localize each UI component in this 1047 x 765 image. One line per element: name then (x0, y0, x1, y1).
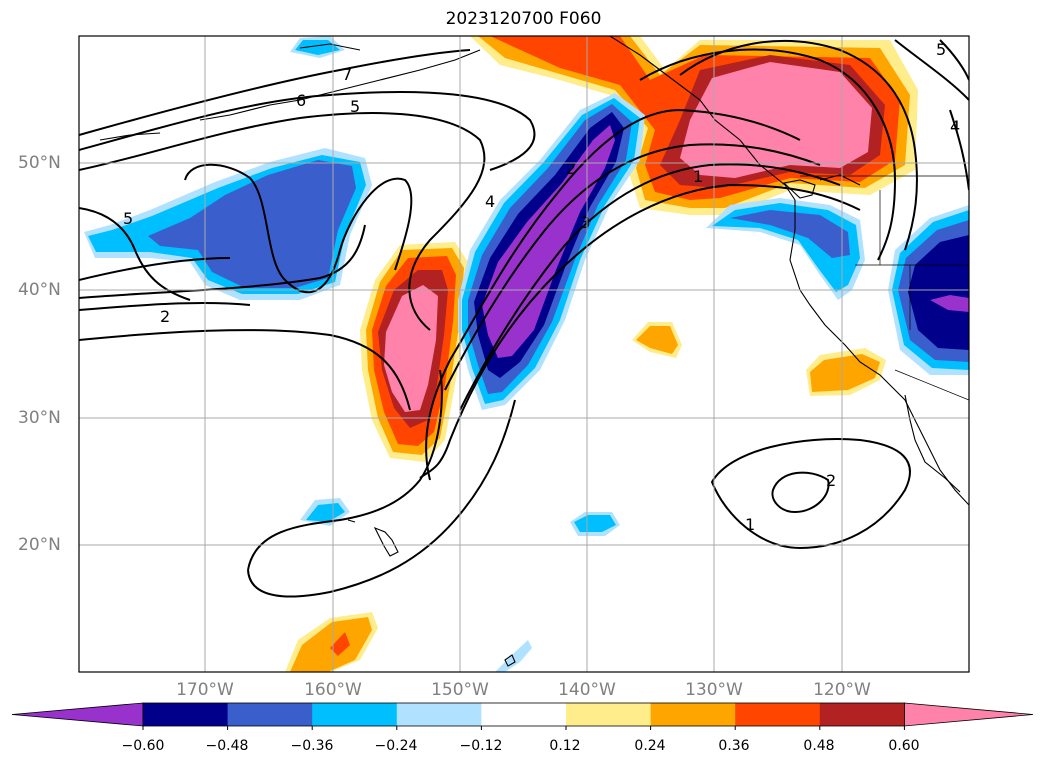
map-title: 2023120700 F060 (445, 9, 602, 29)
colorbar-tick: −0.48 (205, 738, 249, 754)
lon-label-170w: 170°W (176, 680, 234, 700)
colorbar-tick: 0.60 (888, 738, 920, 754)
colorbar-segment (143, 703, 229, 726)
colorbar-frame (142, 702, 905, 727)
colorbar-tick: 0.12 (549, 738, 581, 754)
contour-label: 2 (826, 471, 836, 490)
negative-anomaly-west (84, 148, 372, 300)
positive-anomaly-patch (636, 326, 678, 354)
colorbar-extend-min (11, 702, 144, 727)
contour-label: 3 (580, 213, 590, 232)
colorbar-tick: 0.48 (803, 738, 835, 754)
lon-label-150w: 150°W (431, 680, 489, 700)
colorbar-segment (227, 703, 313, 726)
contour-label: 4 (950, 117, 960, 136)
negative-anomaly-patch (574, 515, 616, 532)
contour-label: 5 (123, 209, 133, 228)
colorbar-tick: −0.24 (374, 738, 418, 754)
lat-label-30n: 30°N (18, 408, 61, 428)
gridlines (79, 36, 969, 672)
colorbar-tick: 0.24 (634, 738, 666, 754)
colorbar-tick: −0.12 (459, 738, 503, 754)
contour-labels: 7 6 5 5 4 3 2 1 1 2 2 4 5 (123, 40, 960, 534)
lon-label-140w: 140°W (558, 680, 616, 700)
colorbar-segment (481, 703, 567, 726)
negative-anomaly-patch (306, 503, 345, 522)
colorbar-segment (735, 703, 821, 726)
lat-label-40n: 40°N (18, 280, 61, 300)
positive-anomaly-central (360, 242, 470, 462)
contour-lines (79, 39, 969, 598)
map-plot: 7 6 5 5 4 3 2 1 1 2 2 4 5 (78, 35, 970, 673)
lon-label-120w: 120°W (813, 680, 871, 700)
positive-anomaly-patch (330, 632, 350, 656)
negative-anomaly-patch (495, 640, 532, 672)
contour-label: 6 (296, 91, 306, 110)
colorbar-tick: 0.36 (718, 738, 750, 754)
lon-label-160w: 160°W (304, 680, 362, 700)
contour-label: 7 (342, 65, 352, 84)
colorbar-segment (312, 703, 398, 726)
coastlines (99, 36, 969, 667)
colorbar-segment (566, 703, 652, 726)
lat-label-50n: 50°N (18, 153, 61, 173)
colorbar-segment (396, 703, 482, 726)
map-frame (78, 35, 970, 673)
colorbar-tick: −0.60 (121, 738, 165, 754)
colorbar-segment (650, 703, 736, 726)
colorbar-tick: −0.36 (290, 738, 334, 754)
positive-anomaly-patch (290, 617, 372, 672)
borders (800, 175, 969, 401)
contour-label: 5 (350, 97, 360, 116)
contour-label: 2 (566, 159, 576, 178)
colorbar-extend-max (904, 702, 1034, 727)
lon-label-130w: 130°W (685, 680, 743, 700)
contour-label: 1 (745, 515, 755, 534)
negative-anomaly-northeast (706, 198, 865, 300)
contour-label: 2 (160, 307, 170, 326)
contour-label: 1 (693, 167, 703, 186)
colorbar-segment (819, 703, 905, 726)
positive-anomaly-northwest (470, 36, 918, 215)
contour-label: 4 (485, 192, 495, 211)
contour-label: 5 (936, 40, 946, 59)
lat-label-20n: 20°N (18, 535, 61, 555)
